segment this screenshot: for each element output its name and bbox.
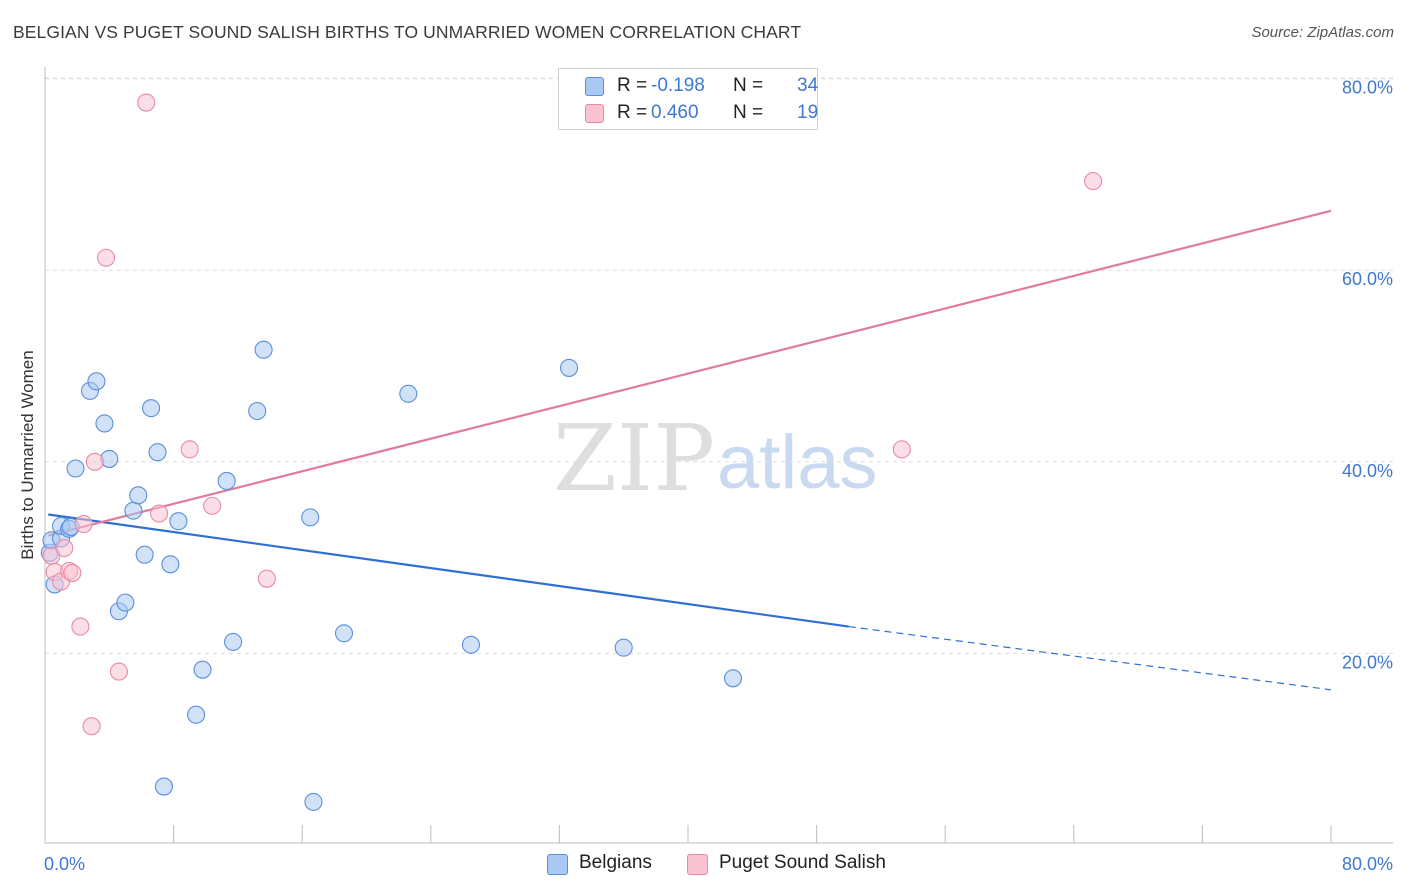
puget-sound-salish-point <box>150 504 169 523</box>
belgians-point <box>334 624 354 643</box>
belgians-point <box>129 486 148 505</box>
bottom-legend-swatch-puget-sound-salish <box>687 854 708 875</box>
chart-title: BELGIAN VS PUGET SOUND SALISH BIRTHS TO … <box>13 22 802 42</box>
source-label: Source: ZipAtlas.com <box>1251 24 1394 41</box>
bottom-legend-label: Belgians <box>579 852 652 873</box>
belgians-point <box>224 632 243 651</box>
belgians-point <box>135 545 154 564</box>
belgians-point <box>124 501 143 520</box>
puget-sound-salish-point <box>74 515 93 534</box>
y-axis-label: Births to Unmarried Women <box>18 350 37 560</box>
belgians-point <box>301 508 320 527</box>
belgians-point <box>95 414 114 433</box>
legend-n-label: N = <box>733 75 764 96</box>
puget-sound-salish-point <box>1084 172 1103 191</box>
belgians-point <box>304 792 323 811</box>
puget-sound-salish-point <box>257 569 276 588</box>
puget-sound-salish-point <box>71 617 90 636</box>
belgians-point <box>248 401 267 421</box>
belgians-point <box>169 512 188 531</box>
belgians-point <box>559 358 579 377</box>
x-tick-labels: 0.0% 80.0% <box>44 854 1393 874</box>
belgians-point <box>193 660 212 679</box>
data-points <box>40 93 1103 811</box>
belgians-point <box>142 399 161 418</box>
puget-sound-salish-point <box>97 248 116 267</box>
bottom-legend-label: Puget Sound Salish <box>719 852 886 873</box>
trend-lines <box>47 209 1332 691</box>
x-tick-label: 0.0% <box>44 854 85 874</box>
belgians-point <box>254 340 273 359</box>
belgians-point <box>217 471 236 491</box>
watermark-zip: ZIP <box>553 405 715 512</box>
y-tick-label: 40.0% <box>1342 461 1393 481</box>
y-tick-label: 60.0% <box>1342 269 1393 289</box>
correlation-legend: R = -0.198 N = 34 R = 0.460 N = 19 <box>558 68 818 130</box>
puget-sound-salish-point <box>137 93 156 112</box>
legend-swatch-belgians <box>585 77 604 96</box>
belgians-point <box>723 669 743 688</box>
puget-sound-salish-point <box>55 538 74 558</box>
watermark-atlas: atlas <box>717 420 878 505</box>
legend-n-label: N = <box>733 102 764 123</box>
puget-sound-salish-point <box>109 662 128 681</box>
belgians-point <box>461 635 481 654</box>
belgians-point <box>154 777 174 796</box>
legend-r-value: 0.460 <box>651 102 699 123</box>
belgians-point <box>87 372 106 391</box>
puget-sound-salish-point <box>63 563 82 582</box>
belgians-point <box>148 443 167 462</box>
belgians-trend-extension <box>848 625 1332 691</box>
legend-r-label: R = <box>617 102 648 123</box>
belgians-point <box>116 593 135 612</box>
belgians-point <box>399 384 418 403</box>
puget-sound-salish-point <box>203 496 222 515</box>
puget-sound-salish-trend-line <box>47 209 1332 537</box>
puget-sound-salish-point <box>892 440 911 459</box>
x-tick-label: 80.0% <box>1342 854 1393 874</box>
belgians-point <box>161 555 180 574</box>
legend-n-value: 34 <box>797 75 819 96</box>
puget-sound-salish-point <box>180 440 199 459</box>
puget-sound-salish-point <box>82 717 101 736</box>
puget-sound-salish-point <box>85 452 104 471</box>
legend-n-value: 19 <box>797 102 819 123</box>
y-tick-labels: 20.0% 40.0% 60.0% 80.0% <box>1342 78 1393 673</box>
bottom-legend-swatch-belgians <box>547 854 568 875</box>
belgians-point <box>66 459 85 478</box>
belgians-point <box>187 705 206 724</box>
belgians-trend-line <box>48 513 849 628</box>
legend-r-value: -0.198 <box>651 75 705 96</box>
legend-r-label: R = <box>617 75 648 96</box>
axes <box>44 67 1393 844</box>
belgians-point <box>614 638 633 657</box>
watermark: ZIP atlas <box>553 405 878 512</box>
y-tick-label: 80.0% <box>1342 78 1393 98</box>
y-tick-label: 20.0% <box>1342 652 1393 672</box>
legend-swatch-puget-sound-salish <box>585 104 604 123</box>
